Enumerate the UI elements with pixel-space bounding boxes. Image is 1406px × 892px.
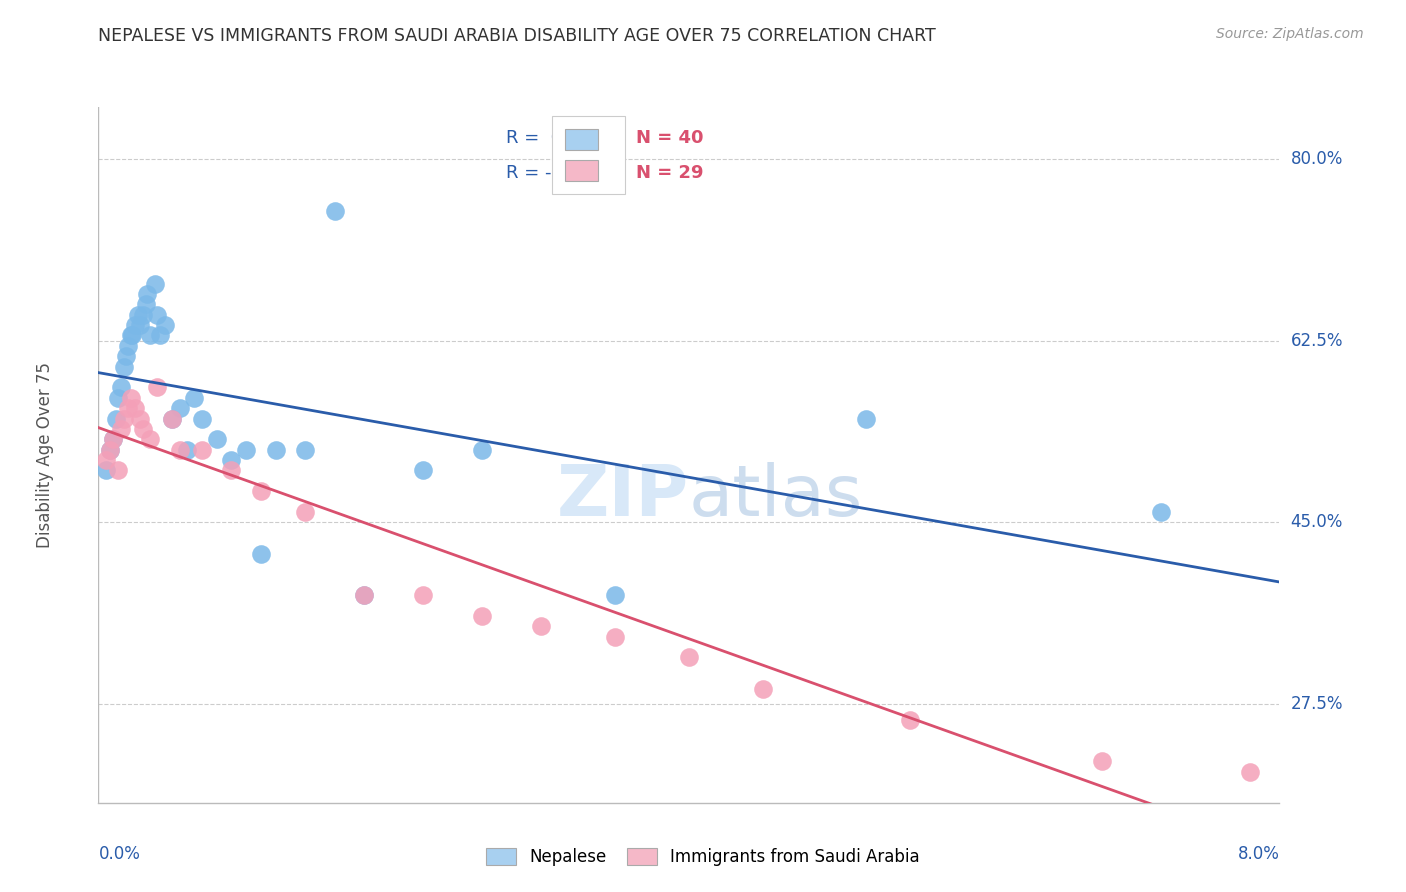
Text: atlas: atlas — [689, 462, 863, 531]
Point — [112, 359, 135, 374]
Point — [162, 411, 183, 425]
Point — [143, 277, 166, 291]
Text: N = 40: N = 40 — [636, 129, 703, 147]
Point — [221, 453, 243, 467]
Point — [1239, 764, 1261, 779]
Text: 27.5%: 27.5% — [1291, 695, 1343, 713]
Point — [191, 442, 214, 457]
Point — [412, 463, 434, 477]
Legend: , : , — [553, 116, 624, 194]
Point — [605, 630, 627, 644]
Point — [94, 463, 117, 477]
Point — [169, 442, 191, 457]
Point — [103, 433, 125, 447]
Point — [94, 453, 117, 467]
Point — [120, 328, 142, 343]
Text: 62.5%: 62.5% — [1291, 332, 1343, 350]
Point — [98, 442, 121, 457]
Point — [353, 588, 375, 602]
Point — [132, 308, 155, 322]
Point — [412, 588, 434, 602]
Point — [107, 391, 129, 405]
Point — [149, 328, 172, 343]
Point — [128, 318, 150, 332]
Point — [103, 433, 125, 447]
Point — [191, 411, 214, 425]
Point — [128, 411, 150, 425]
Point — [221, 463, 243, 477]
Point — [136, 287, 159, 301]
Legend: Nepalese, Immigrants from Saudi Arabia: Nepalese, Immigrants from Saudi Arabia — [478, 840, 928, 875]
Text: 8.0%: 8.0% — [1237, 845, 1279, 863]
Point — [120, 391, 142, 405]
Point — [250, 484, 273, 499]
Text: 0.0%: 0.0% — [98, 845, 141, 863]
Text: Disability Age Over 75: Disability Age Over 75 — [37, 362, 55, 548]
Text: N = 29: N = 29 — [636, 164, 703, 182]
Point — [162, 411, 183, 425]
Point — [139, 328, 162, 343]
Point — [605, 588, 627, 602]
Point — [353, 588, 375, 602]
Point — [471, 442, 494, 457]
Point — [294, 505, 316, 519]
Point — [121, 328, 143, 343]
Point — [530, 619, 553, 633]
Text: 80.0%: 80.0% — [1291, 150, 1343, 168]
Point — [169, 401, 191, 416]
Text: ZIP: ZIP — [557, 462, 689, 531]
Point — [1091, 754, 1114, 768]
Point — [135, 297, 157, 311]
Point — [146, 308, 169, 322]
Text: R =  0.015: R = 0.015 — [506, 129, 602, 147]
Point — [900, 713, 922, 727]
Point — [264, 442, 287, 457]
Point — [105, 411, 128, 425]
Point — [183, 391, 205, 405]
Point — [678, 650, 700, 665]
Point — [139, 433, 162, 447]
Point — [752, 681, 775, 696]
Point — [117, 401, 139, 416]
Point — [294, 442, 316, 457]
Text: 45.0%: 45.0% — [1291, 514, 1343, 532]
Point — [107, 463, 129, 477]
Point — [127, 308, 149, 322]
Text: NEPALESE VS IMMIGRANTS FROM SAUDI ARABIA DISABILITY AGE OVER 75 CORRELATION CHAR: NEPALESE VS IMMIGRANTS FROM SAUDI ARABIA… — [98, 27, 936, 45]
Text: Source: ZipAtlas.com: Source: ZipAtlas.com — [1216, 27, 1364, 41]
Point — [1150, 505, 1173, 519]
Point — [117, 339, 139, 353]
Point — [205, 433, 228, 447]
Point — [98, 442, 121, 457]
Point — [235, 442, 257, 457]
Point — [323, 203, 346, 218]
Point — [110, 380, 132, 394]
Point — [115, 349, 138, 363]
Text: R = -0.411: R = -0.411 — [506, 164, 603, 182]
Point — [146, 380, 169, 394]
Point — [132, 422, 155, 436]
Point — [471, 608, 494, 623]
Point — [124, 401, 146, 416]
Point — [112, 411, 135, 425]
Point — [250, 547, 273, 561]
Point — [110, 422, 132, 436]
Point — [153, 318, 176, 332]
Point — [124, 318, 146, 332]
Point — [855, 411, 877, 425]
Point — [176, 442, 198, 457]
